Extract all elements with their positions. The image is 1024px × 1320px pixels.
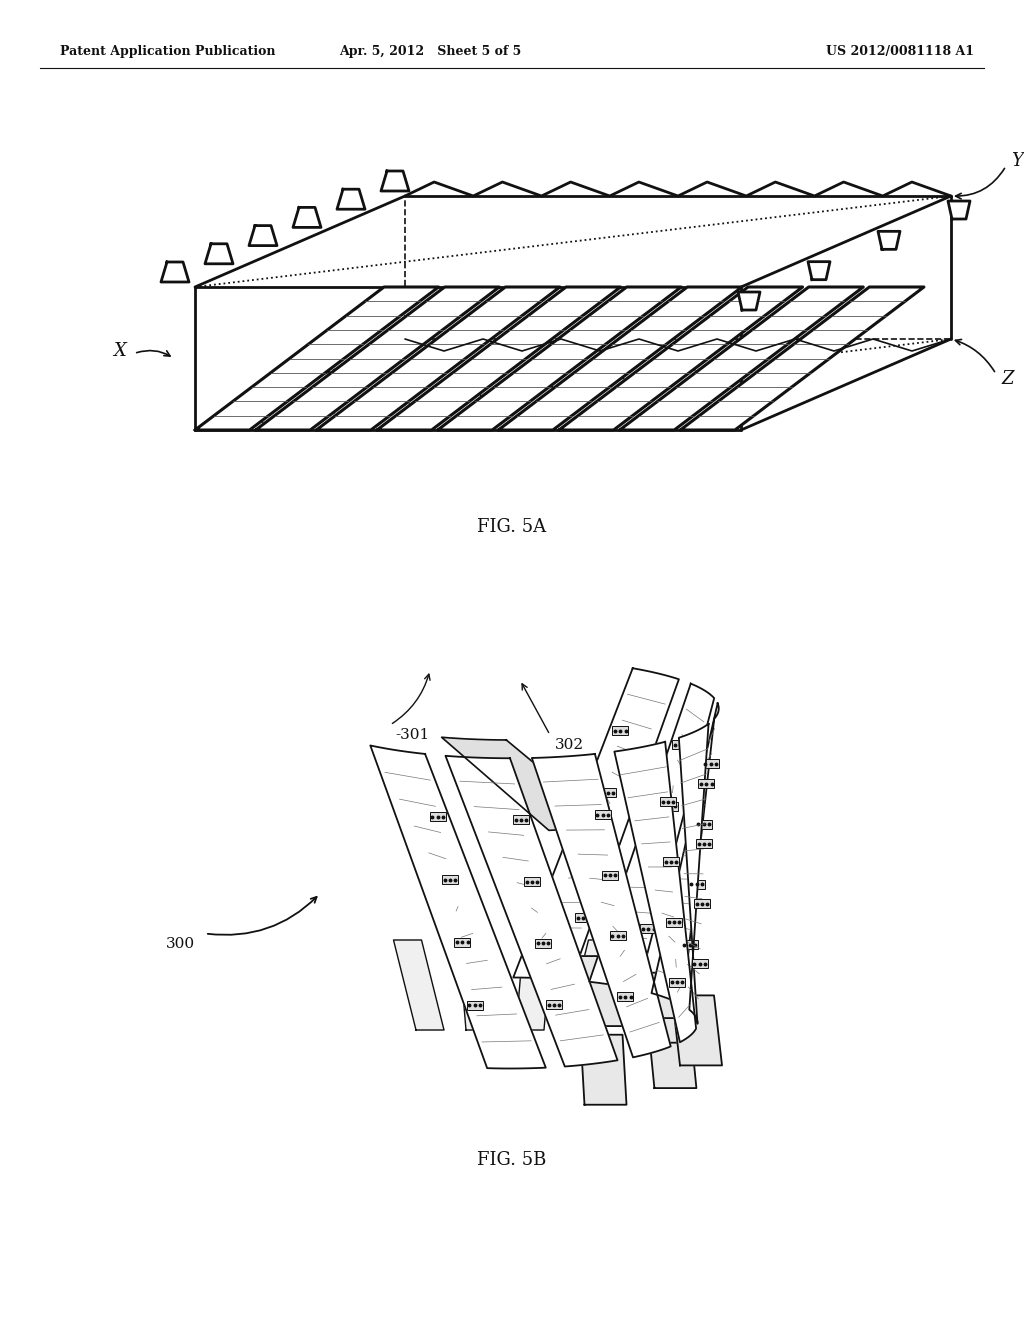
FancyBboxPatch shape xyxy=(666,917,682,927)
Polygon shape xyxy=(620,286,863,430)
Polygon shape xyxy=(531,754,671,1057)
FancyBboxPatch shape xyxy=(609,932,626,940)
FancyBboxPatch shape xyxy=(602,871,618,880)
FancyBboxPatch shape xyxy=(612,726,629,735)
FancyBboxPatch shape xyxy=(429,812,445,821)
Polygon shape xyxy=(808,261,830,280)
FancyBboxPatch shape xyxy=(640,924,656,933)
FancyBboxPatch shape xyxy=(688,880,705,888)
Polygon shape xyxy=(499,286,742,430)
FancyBboxPatch shape xyxy=(691,960,708,969)
Polygon shape xyxy=(581,956,627,1026)
FancyBboxPatch shape xyxy=(513,816,529,825)
Polygon shape xyxy=(445,756,617,1067)
Polygon shape xyxy=(437,286,681,430)
FancyBboxPatch shape xyxy=(698,779,715,788)
Text: FIG. 5B: FIG. 5B xyxy=(477,1151,547,1170)
FancyBboxPatch shape xyxy=(662,801,678,810)
Polygon shape xyxy=(513,668,679,979)
Text: 300: 300 xyxy=(166,936,195,950)
FancyBboxPatch shape xyxy=(664,858,679,866)
FancyBboxPatch shape xyxy=(588,851,604,859)
Polygon shape xyxy=(381,172,409,191)
FancyBboxPatch shape xyxy=(682,940,697,949)
Polygon shape xyxy=(249,226,278,246)
FancyBboxPatch shape xyxy=(617,993,634,1001)
Polygon shape xyxy=(948,201,970,219)
FancyBboxPatch shape xyxy=(467,1001,482,1010)
Polygon shape xyxy=(738,292,760,310)
FancyBboxPatch shape xyxy=(695,820,712,829)
Polygon shape xyxy=(589,684,714,990)
Polygon shape xyxy=(459,940,494,1030)
FancyBboxPatch shape xyxy=(524,876,540,886)
Text: -301: -301 xyxy=(395,729,429,742)
FancyBboxPatch shape xyxy=(669,978,685,986)
Polygon shape xyxy=(293,207,321,227)
Text: Y: Y xyxy=(1011,152,1023,170)
Polygon shape xyxy=(680,286,924,430)
FancyBboxPatch shape xyxy=(535,939,551,948)
Polygon shape xyxy=(441,738,609,830)
FancyBboxPatch shape xyxy=(702,759,719,768)
Polygon shape xyxy=(559,286,803,430)
FancyBboxPatch shape xyxy=(694,899,710,908)
Polygon shape xyxy=(516,940,552,1030)
Polygon shape xyxy=(651,704,719,1006)
Text: X: X xyxy=(113,342,126,359)
Polygon shape xyxy=(672,995,722,1065)
Text: US 2012/0081118 A1: US 2012/0081118 A1 xyxy=(826,45,974,58)
Polygon shape xyxy=(161,261,189,282)
FancyBboxPatch shape xyxy=(595,810,610,820)
Text: Patent Application Publication: Patent Application Publication xyxy=(60,45,275,58)
FancyBboxPatch shape xyxy=(442,875,458,884)
Polygon shape xyxy=(878,231,900,249)
Polygon shape xyxy=(195,286,438,430)
Polygon shape xyxy=(377,286,621,430)
FancyBboxPatch shape xyxy=(672,741,688,750)
Polygon shape xyxy=(316,286,560,430)
FancyBboxPatch shape xyxy=(455,939,470,946)
FancyBboxPatch shape xyxy=(651,863,667,871)
Polygon shape xyxy=(393,940,444,1030)
Polygon shape xyxy=(614,742,696,1043)
Polygon shape xyxy=(337,189,365,209)
FancyBboxPatch shape xyxy=(600,788,616,797)
Polygon shape xyxy=(371,746,546,1068)
FancyBboxPatch shape xyxy=(660,797,676,807)
FancyBboxPatch shape xyxy=(696,840,712,849)
Polygon shape xyxy=(679,723,709,1024)
Text: Z: Z xyxy=(1001,370,1014,388)
Polygon shape xyxy=(647,1018,696,1088)
Text: 302: 302 xyxy=(555,738,584,752)
Polygon shape xyxy=(581,1035,627,1105)
Polygon shape xyxy=(256,286,500,430)
FancyBboxPatch shape xyxy=(575,913,592,923)
Polygon shape xyxy=(205,244,233,264)
Polygon shape xyxy=(647,973,696,1043)
Polygon shape xyxy=(566,940,616,1030)
Text: Apr. 5, 2012   Sheet 5 of 5: Apr. 5, 2012 Sheet 5 of 5 xyxy=(339,45,521,58)
Text: FIG. 5A: FIG. 5A xyxy=(477,517,547,536)
FancyBboxPatch shape xyxy=(546,1001,562,1010)
